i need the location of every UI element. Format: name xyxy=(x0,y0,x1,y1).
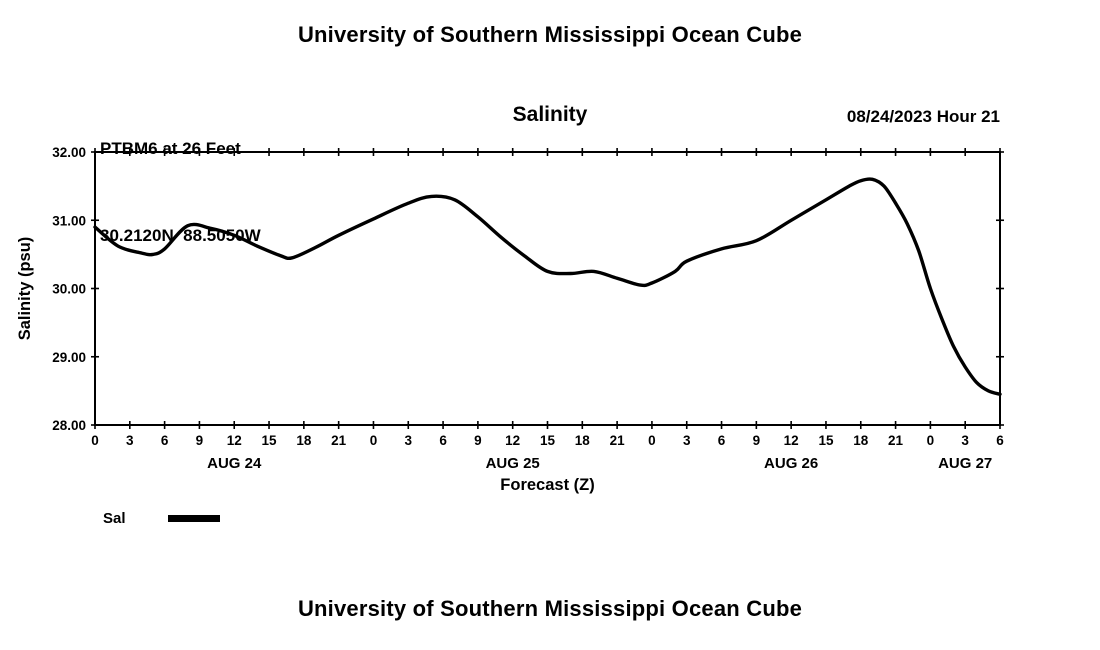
chart-title: Salinity xyxy=(512,103,588,126)
y-tick-label: 32.00 xyxy=(52,145,86,160)
legend-sal-label: Sal xyxy=(103,509,126,527)
x-tick-label: 15 xyxy=(262,433,278,448)
x-tick-label: 18 xyxy=(575,433,591,448)
x-tick-label: 3 xyxy=(683,433,691,448)
x-tick-label: 6 xyxy=(439,433,447,448)
x-tick-label: 0 xyxy=(648,433,656,448)
x-tick-label: 21 xyxy=(331,433,347,448)
x-tick-label: 21 xyxy=(610,433,626,448)
forecast-run-time: 08/24/2023 Hour 21 xyxy=(846,107,1000,126)
x-tick-label: 6 xyxy=(996,433,1004,448)
x-tick-label: 9 xyxy=(753,433,761,448)
x-tick-label: 12 xyxy=(784,433,799,448)
chart-legend: Sal xyxy=(103,508,220,528)
legend-sal-line-swatch xyxy=(167,514,220,522)
plot-frame xyxy=(94,151,1001,426)
y-tick-label: 28.00 xyxy=(52,418,86,433)
station-name: PTBM6 at 26 Feet xyxy=(100,139,241,158)
x-axis-label: Forecast (Z) xyxy=(500,476,594,494)
page-title-top: University of Southern Mississippi Ocean… xyxy=(297,22,803,47)
y-axis-label: Salinity (psu) xyxy=(16,237,34,341)
x-tick-label: 0 xyxy=(91,433,99,448)
x-date-label: AUG 26 xyxy=(764,455,818,472)
x-tick-label: 15 xyxy=(818,433,834,448)
page-title-bottom: University of Southern Mississippi Ocean… xyxy=(297,596,803,621)
x-tick-label: 18 xyxy=(296,433,312,448)
x-tick-label: 9 xyxy=(474,433,482,448)
x-tick-label: 0 xyxy=(370,433,378,448)
x-tick-label: 3 xyxy=(405,433,413,448)
x-tick-label: 0 xyxy=(927,433,935,448)
x-date-label: AUG 25 xyxy=(486,455,540,472)
salinity-line xyxy=(93,177,1002,396)
x-tick-label: 3 xyxy=(126,433,134,448)
x-tick-label: 12 xyxy=(505,433,520,448)
x-tick-label: 3 xyxy=(961,433,969,448)
y-tick-label: 29.00 xyxy=(52,350,86,365)
y-tick-label: 30.00 xyxy=(52,282,86,297)
x-tick-label: 15 xyxy=(540,433,556,448)
x-tick-label: 21 xyxy=(888,433,904,448)
x-tick-label: 9 xyxy=(196,433,204,448)
x-date-label: AUG 27 xyxy=(938,455,992,472)
x-tick-label: 12 xyxy=(227,433,242,448)
y-tick-label: 31.00 xyxy=(52,213,86,228)
x-tick-label: 6 xyxy=(161,433,169,448)
x-tick-label: 18 xyxy=(853,433,869,448)
x-date-label: AUG 24 xyxy=(207,455,262,472)
salinity-chart: 0 3 6 9 12 15 18 21 0 3 6 9 12 15 18 21 0 3 6 9 12 15 18 21 0 3 6 2… xyxy=(16,145,1004,494)
x-tick-label: 6 xyxy=(718,433,726,448)
